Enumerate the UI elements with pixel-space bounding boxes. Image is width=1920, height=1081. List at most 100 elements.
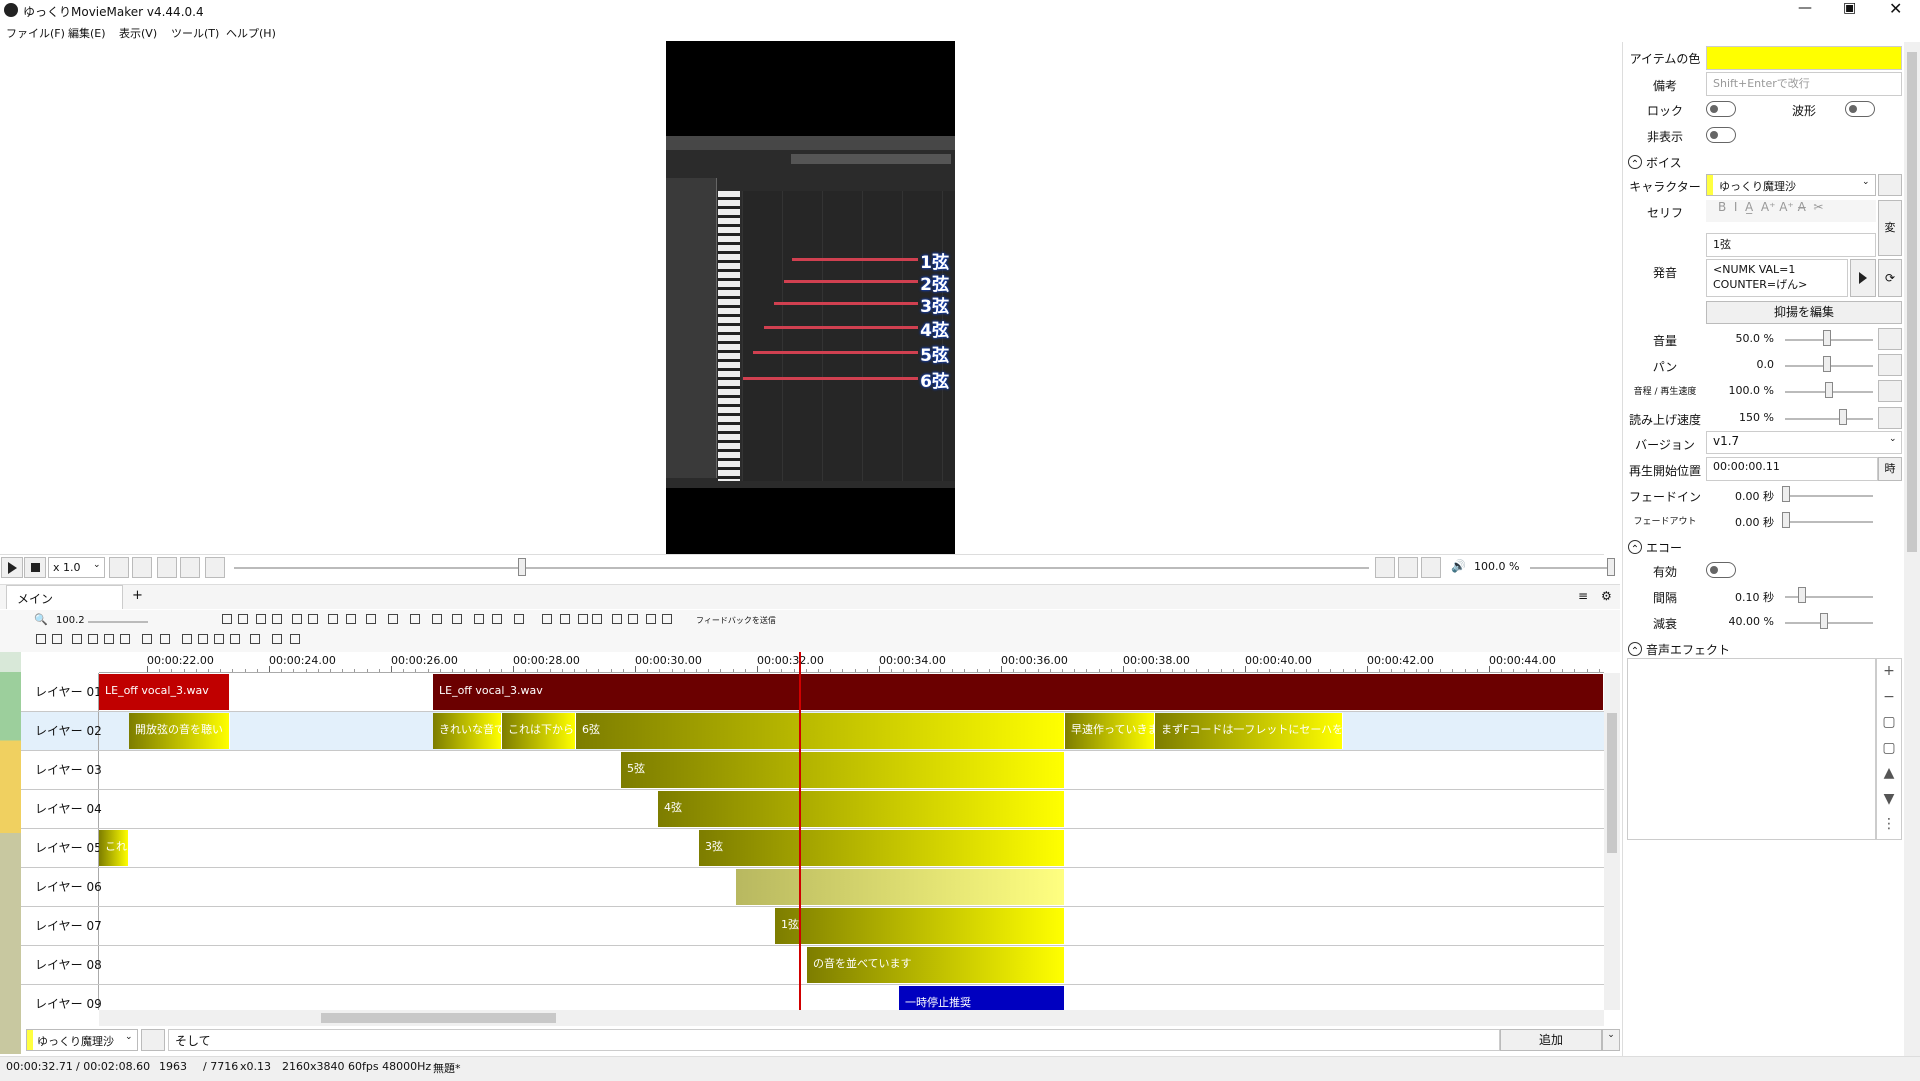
layer-name[interactable]: レイヤー 01 <box>21 673 102 711</box>
stop-button[interactable] <box>24 557 46 578</box>
param-reset[interactable] <box>1878 380 1902 402</box>
tool-icon[interactable] <box>52 634 62 644</box>
fade-thumb[interactable] <box>1782 486 1790 502</box>
tool-icon[interactable] <box>160 634 170 644</box>
tool-icon[interactable] <box>542 614 552 624</box>
tool-icon[interactable] <box>308 614 318 624</box>
menu-help[interactable]: ヘルプ(H) <box>226 27 276 40</box>
panel-scrollbar[interactable] <box>1904 42 1920 1056</box>
note-input[interactable]: Shift+Enterで改行 <box>1706 72 1902 96</box>
voice-param-thumb[interactable] <box>1839 409 1847 425</box>
clip[interactable]: これは下から <box>502 713 576 749</box>
tool-icon[interactable] <box>628 614 638 624</box>
feedback-link[interactable]: フィードバックを送信 <box>696 616 776 625</box>
fit-button[interactable] <box>132 557 152 578</box>
tool-icon[interactable] <box>104 634 114 644</box>
tool-icon[interactable] <box>592 614 602 624</box>
waveform-toggle[interactable] <box>1845 101 1875 117</box>
layer-name[interactable]: レイヤー 08 <box>21 946 102 984</box>
param-reset[interactable] <box>1878 407 1902 429</box>
clip[interactable]: 1弦 <box>775 908 1065 944</box>
add-tab-button[interactable]: + <box>132 588 143 603</box>
voice-param-slider[interactable] <box>1785 418 1873 420</box>
effect-section[interactable]: 音声エフェクト <box>1628 641 1730 658</box>
v-scrollbar[interactable] <box>1604 673 1620 1010</box>
echo-slider[interactable] <box>1785 622 1873 624</box>
clip[interactable]: 早速作っていきま <box>1065 713 1155 749</box>
fade-slider[interactable] <box>1785 521 1873 523</box>
menu-file[interactable]: ファイル(F) <box>6 27 65 40</box>
clip[interactable]: 4弦 <box>658 791 1065 827</box>
tool-icon[interactable] <box>222 614 232 624</box>
tool-icon[interactable] <box>410 614 420 624</box>
serif-input[interactable]: そして <box>168 1029 1500 1051</box>
add-dropdown[interactable]: ⌄ <box>1602 1029 1620 1051</box>
clip[interactable]: まずFコードは一フレットにセーハをするの <box>1155 713 1343 749</box>
clip[interactable]: これ <box>99 830 129 866</box>
play-button[interactable] <box>1 557 23 578</box>
clip[interactable]: の音を並べています <box>807 947 1065 983</box>
tool-icon[interactable] <box>388 614 398 624</box>
tool-icon[interactable] <box>88 634 98 644</box>
tool-icon[interactable] <box>290 634 300 644</box>
seek-slider[interactable] <box>234 567 1369 569</box>
layer-name[interactable]: レイヤー 06 <box>21 868 102 906</box>
tool-icon[interactable] <box>272 634 282 644</box>
menu-view[interactable]: 表示(V) <box>119 27 158 40</box>
clip[interactable]: LE_off vocal_3.wav <box>99 674 230 710</box>
layer-name[interactable]: レイヤー 04 <box>21 790 102 828</box>
echo-slider[interactable] <box>1785 596 1873 598</box>
intonation-button[interactable]: 抑揚を編集 <box>1706 301 1902 324</box>
layer-name[interactable]: レイヤー 02 <box>21 712 102 750</box>
tool-icon[interactable] <box>432 614 442 624</box>
clip[interactable]: 開放弦の音を聴い <box>129 713 230 749</box>
layer-name[interactable]: レイヤー 07 <box>21 907 102 945</box>
voice-character-select[interactable]: ゆっくり魔理沙 ⌄ <box>1706 174 1876 196</box>
tool-icon[interactable] <box>474 614 484 624</box>
loop-button[interactable] <box>109 557 129 578</box>
clip[interactable]: 3弦 <box>699 830 1065 866</box>
prev-button[interactable] <box>180 557 200 578</box>
layer-name[interactable]: レイヤー 03 <box>21 751 102 789</box>
voice-param-thumb[interactable] <box>1823 330 1831 346</box>
layer-name[interactable]: レイヤー 05 <box>21 829 102 867</box>
tool-icon[interactable] <box>238 614 248 624</box>
echo-thumb[interactable] <box>1798 587 1806 603</box>
tool-icon[interactable] <box>142 634 152 644</box>
playhead[interactable] <box>799 652 801 1010</box>
echo-thumb[interactable] <box>1820 613 1828 629</box>
close-button[interactable]: ✕ <box>1889 0 1903 18</box>
tool-icon[interactable] <box>346 614 356 624</box>
tool-icon[interactable] <box>560 614 570 624</box>
param-reset[interactable] <box>1878 328 1902 350</box>
start-time-button[interactable]: 時 <box>1878 457 1902 481</box>
menu-edit[interactable]: 編集(E) <box>68 27 106 40</box>
tool-icon[interactable] <box>612 614 622 624</box>
clip[interactable]: きれいな音で <box>433 713 502 749</box>
start-input[interactable]: 00:00:00.11 <box>1706 457 1878 481</box>
tool-icon[interactable] <box>328 614 338 624</box>
tool-icon[interactable] <box>272 614 282 624</box>
tool-icon[interactable] <box>646 614 656 624</box>
add-button[interactable]: 追加 <box>1500 1029 1602 1051</box>
serif-field[interactable]: 1弦 <box>1706 233 1876 257</box>
layer-name[interactable]: レイヤー 09 <box>21 985 102 1010</box>
last-frame-button[interactable] <box>1421 557 1441 578</box>
tool-icon[interactable] <box>214 634 224 644</box>
tool-icon[interactable] <box>36 634 46 644</box>
clip[interactable]: 5弦 <box>621 752 1065 788</box>
version-select[interactable]: v1.7 ⌄ <box>1706 431 1902 454</box>
minimize-button[interactable]: — <box>1798 0 1812 16</box>
menu-tools[interactable]: ツール(T) <box>171 27 220 40</box>
tool-icon[interactable] <box>578 614 588 624</box>
tool-icon[interactable] <box>452 614 462 624</box>
tool-icon[interactable] <box>72 634 82 644</box>
lock-toggle[interactable] <box>1706 101 1736 117</box>
first-frame-button[interactable] <box>157 557 177 578</box>
pron-reset-button[interactable]: ⟳ <box>1878 259 1902 297</box>
item-color-swatch[interactable] <box>1706 46 1902 70</box>
tool-icon[interactable] <box>230 634 240 644</box>
tool-icon[interactable] <box>256 614 266 624</box>
tool-icon[interactable] <box>366 614 376 624</box>
echo-section[interactable]: エコー <box>1628 539 1682 556</box>
